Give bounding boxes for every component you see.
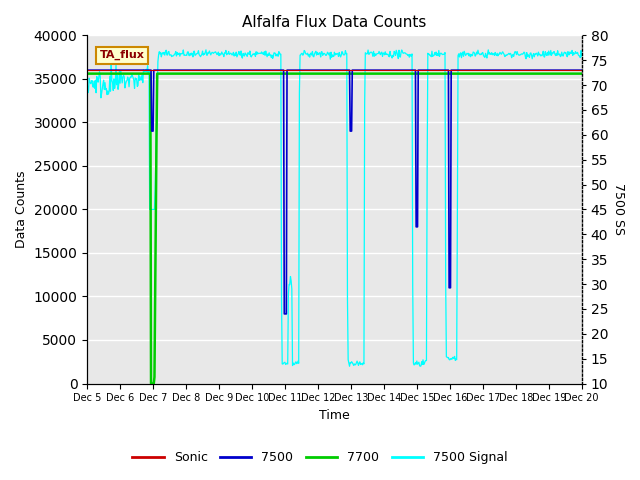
Y-axis label: Data Counts: Data Counts <box>15 171 28 248</box>
Title: Alfalfa Flux Data Counts: Alfalfa Flux Data Counts <box>242 15 427 30</box>
X-axis label: Time: Time <box>319 409 350 422</box>
Legend: Sonic, 7500, 7700, 7500 Signal: Sonic, 7500, 7700, 7500 Signal <box>127 446 513 469</box>
Y-axis label: 7500 SS: 7500 SS <box>612 183 625 235</box>
Text: TA_flux: TA_flux <box>99 50 145 60</box>
